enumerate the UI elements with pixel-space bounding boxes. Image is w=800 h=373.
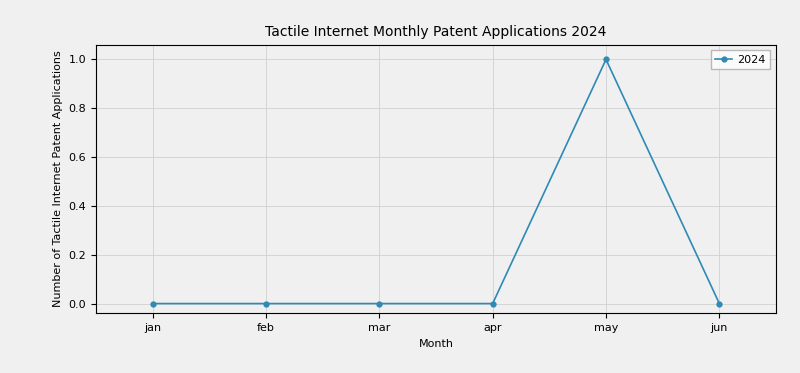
2024 [602, 57, 611, 62]
2024 [374, 301, 384, 306]
2024 [488, 301, 498, 306]
2024 [261, 301, 270, 306]
Title: Tactile Internet Monthly Patent Applications 2024: Tactile Internet Monthly Patent Applicat… [266, 25, 606, 40]
2024 [148, 301, 158, 306]
Line: 2024: 2024 [150, 57, 722, 306]
2024 [714, 301, 724, 306]
X-axis label: Month: Month [418, 339, 454, 349]
Legend: 2024: 2024 [711, 50, 770, 69]
Y-axis label: Number of Tactile Internet Patent Applications: Number of Tactile Internet Patent Applic… [53, 51, 63, 307]
